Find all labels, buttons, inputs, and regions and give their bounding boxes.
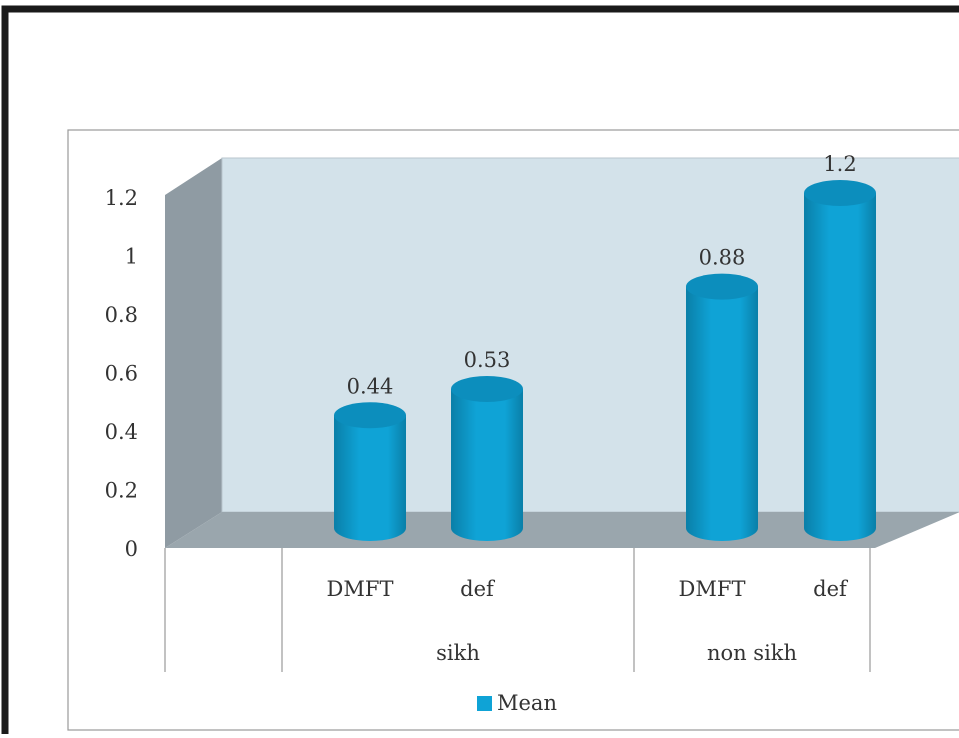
data-labels-layer: 0.44 0.53 0.88 1.2 bbox=[347, 152, 857, 398]
y-tick-label: 1.2 bbox=[105, 186, 138, 210]
bar-top bbox=[804, 180, 876, 206]
x-category-label: def bbox=[813, 577, 849, 601]
y-tick-label: 0.4 bbox=[105, 420, 138, 444]
y-tick-label: 0 bbox=[125, 537, 138, 561]
x-category-labels: DMFT def DMFT def bbox=[327, 577, 850, 601]
bars-layer bbox=[334, 180, 876, 541]
bar bbox=[334, 402, 406, 541]
bar-top bbox=[686, 273, 758, 300]
bar-top bbox=[334, 402, 406, 429]
bar bbox=[804, 180, 876, 541]
bar-body bbox=[804, 193, 876, 541]
bar-body bbox=[686, 286, 758, 541]
data-label: 0.88 bbox=[699, 246, 746, 270]
bar bbox=[451, 375, 523, 541]
y-tick-label: 0.8 bbox=[105, 303, 138, 327]
bar bbox=[686, 273, 758, 541]
data-label: 0.53 bbox=[464, 348, 511, 372]
legend-label: Mean bbox=[497, 691, 557, 715]
y-tick-label: 1 bbox=[125, 245, 138, 269]
bar-top bbox=[451, 375, 523, 402]
x-group-labels: sikh non sikh bbox=[436, 641, 797, 665]
plot-area-border bbox=[67, 129, 959, 731]
data-label: 1.2 bbox=[823, 152, 856, 176]
x-category-label: def bbox=[460, 577, 496, 601]
x-group-label: sikh bbox=[436, 641, 480, 665]
x-category-label: DMFT bbox=[327, 577, 394, 601]
data-label: 0.44 bbox=[347, 374, 394, 398]
category-table bbox=[164, 548, 871, 672]
bar-body bbox=[451, 388, 523, 541]
y-tick-label: 0.2 bbox=[105, 479, 138, 503]
y-axis-ticks: 0 0.2 0.4 0.6 0.8 1 1.2 bbox=[105, 186, 138, 561]
y-tick-label: 0.6 bbox=[105, 362, 138, 386]
side-wall bbox=[165, 158, 222, 548]
x-group-label: non sikh bbox=[707, 641, 797, 665]
bar-body bbox=[334, 415, 406, 541]
legend-swatch bbox=[477, 696, 492, 711]
x-category-label: DMFT bbox=[679, 577, 746, 601]
legend: Mean bbox=[477, 691, 557, 715]
